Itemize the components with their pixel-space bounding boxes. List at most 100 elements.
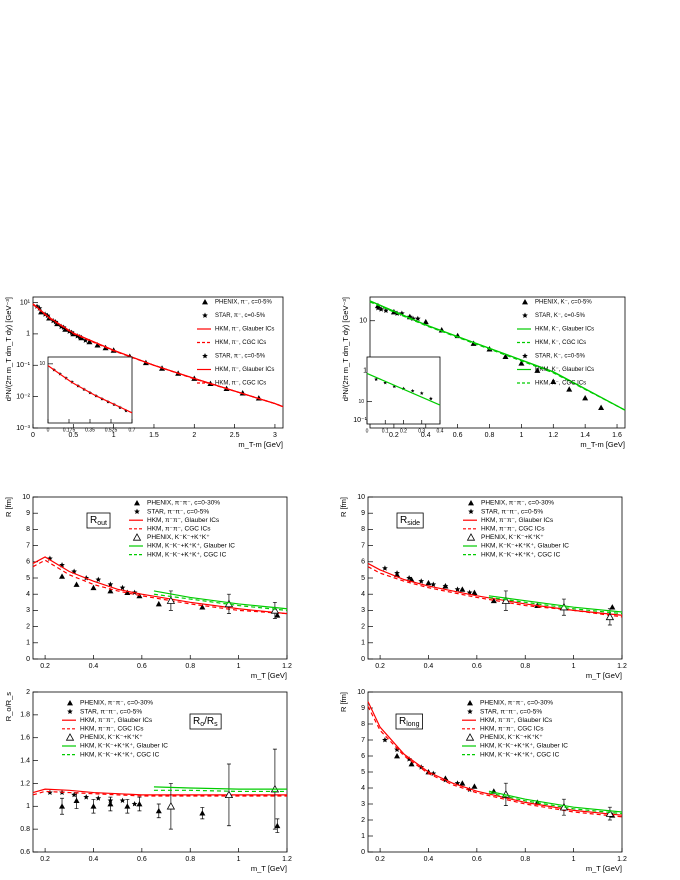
triangle-marker [471, 783, 478, 789]
x-tick-label: 0.8 [185, 856, 195, 863]
open-triangle-marker [559, 802, 569, 811]
star-marker [394, 746, 400, 753]
x-axis-label: m_T-m [GeV] [580, 440, 625, 449]
y-tick-label: 0 [26, 656, 30, 663]
model-curve [153, 789, 287, 793]
y-axis-label: R_o/R_s [4, 692, 13, 721]
triangle-marker [202, 299, 208, 305]
legend-label: HKM, π⁻π⁻, Glauber ICs [480, 717, 553, 724]
legend-label: HKM, π⁻, CGC ICs [215, 381, 266, 387]
y-tick-label: 1.2 [20, 780, 30, 787]
annotation-part: o [200, 721, 204, 728]
y-tick-label: 8 [361, 721, 365, 728]
legend-label: HKM, K⁻K⁻+K⁺K⁺, CGC IC [147, 551, 227, 558]
legend-label: HKM, π⁻, Glauber ICs [215, 327, 274, 333]
x-tick-label: 0.35 [85, 427, 95, 433]
triangle-marker [86, 338, 93, 345]
legend-label: HKM, K⁻, Glauber ICs [535, 327, 594, 333]
annotation-box [189, 713, 222, 730]
star-marker [406, 756, 412, 762]
star-marker [82, 337, 89, 343]
triangle-marker [518, 360, 525, 366]
triangle-marker [582, 395, 589, 401]
legend-label: HKM, K⁻, CGC ICs [535, 381, 586, 387]
triangle-marker [124, 803, 131, 809]
legend-label: STAR, π⁻π⁻, c=0-5% [147, 508, 209, 515]
y-tick-label: 1 [26, 331, 30, 338]
annotation-part: R [400, 515, 407, 526]
y-tick-label: 9 [361, 705, 365, 712]
triangle-marker [470, 340, 477, 346]
legend-label: HKM, π⁻π⁻, CGC ICs [481, 526, 545, 533]
triangle-marker [155, 600, 162, 607]
x-tick-label: 0.8 [520, 856, 530, 863]
legend-label: PHENIX, π⁻π⁻, c=0-30% [481, 500, 554, 507]
y-tick-label: 9 [361, 510, 365, 517]
y-tick-label: 10⁻² [16, 393, 30, 400]
x-axis-label: m_T [GeV] [586, 864, 622, 873]
triangle-marker [422, 318, 429, 325]
annotation: Rout [90, 515, 107, 528]
x-tick-label: 0.1 [382, 428, 389, 434]
y-tick-label: 1 [26, 803, 30, 810]
model-curve [369, 301, 626, 411]
legend-label: PHENIX, K⁻K⁻+K⁺K⁺ [480, 734, 543, 741]
triangle-marker [490, 597, 497, 604]
triangle-marker [274, 822, 281, 829]
y-tick-label: 3 [361, 607, 365, 614]
model-curve [367, 562, 623, 616]
triangle-marker [199, 810, 206, 816]
y-tick-label: 10 [357, 689, 365, 696]
x-tick-label: 1 [112, 432, 116, 439]
x-tick-label: 0.2 [389, 432, 399, 439]
y-tick-label: 0 [361, 849, 365, 856]
triangle-marker [155, 807, 162, 814]
x-tick-label: 0.6 [137, 856, 147, 863]
model-curve [32, 559, 288, 615]
model-curve [32, 303, 284, 408]
x-tick-label: 1.4 [580, 432, 590, 439]
y-tick-label: 0.6 [20, 849, 30, 856]
y-tick-label: 2 [361, 623, 365, 630]
y-tick-label: 10 [359, 318, 367, 325]
y-tick-label: 0 [361, 656, 365, 663]
legend-label: HKM, K⁻K⁻+K⁺K⁺, Glauber IC [480, 743, 568, 750]
legend-label: HKM, K⁻K⁻+K⁺K⁺, CGC IC [80, 751, 160, 758]
x-tick-label: 2.5 [230, 432, 240, 439]
legend-label: HKM, π⁻, CGC ICs [215, 340, 266, 346]
triangle-marker [90, 803, 97, 809]
legend-label: PHENIX, π⁻, c=0-5% [215, 300, 272, 306]
x-tick-label: 0.2 [375, 663, 385, 670]
x-tick-label: 0.2 [40, 663, 50, 670]
legend-label: HKM, π⁻π⁻, CGC ICs [80, 726, 144, 733]
star-marker [522, 312, 528, 318]
star-marker [414, 315, 421, 322]
legend-label: HKM, π⁻π⁻, CGC ICs [147, 526, 211, 533]
model-curve [367, 706, 623, 818]
annotation: Ro/Rs [193, 716, 218, 729]
triangle-marker [566, 386, 573, 392]
x-tick-label: 0.525 [105, 427, 118, 433]
triangle-marker [107, 801, 114, 807]
legend-label: HKM, π⁻π⁻, Glauber ICs [80, 717, 153, 724]
legend-label: HKM, π⁻π⁻, Glauber ICs [481, 517, 554, 524]
x-tick-label: 0.7 [129, 427, 136, 433]
open-triangle-marker [224, 790, 234, 799]
triangle-marker [62, 326, 69, 332]
legend-label: PHENIX, π⁻π⁻, c=0-30% [147, 500, 220, 507]
legend-label: HKM, K⁻K⁻+K⁺K⁺, CGC IC [481, 551, 561, 558]
x-tick-label: 0 [47, 427, 50, 433]
y-tick-label: 2 [361, 817, 365, 824]
annotation: Rlong [399, 716, 420, 729]
triangle-marker [534, 367, 541, 373]
annotation-part: long [406, 721, 419, 728]
open-triangle-marker [501, 596, 511, 604]
star-marker [107, 797, 114, 803]
model-curve [32, 790, 287, 797]
star-marker [119, 797, 126, 803]
y-tick-label: 1 [26, 640, 30, 647]
star-marker [382, 565, 388, 571]
open-triangle-marker [466, 533, 476, 541]
annotation-part: R [90, 515, 97, 526]
triangle-marker [67, 700, 73, 706]
